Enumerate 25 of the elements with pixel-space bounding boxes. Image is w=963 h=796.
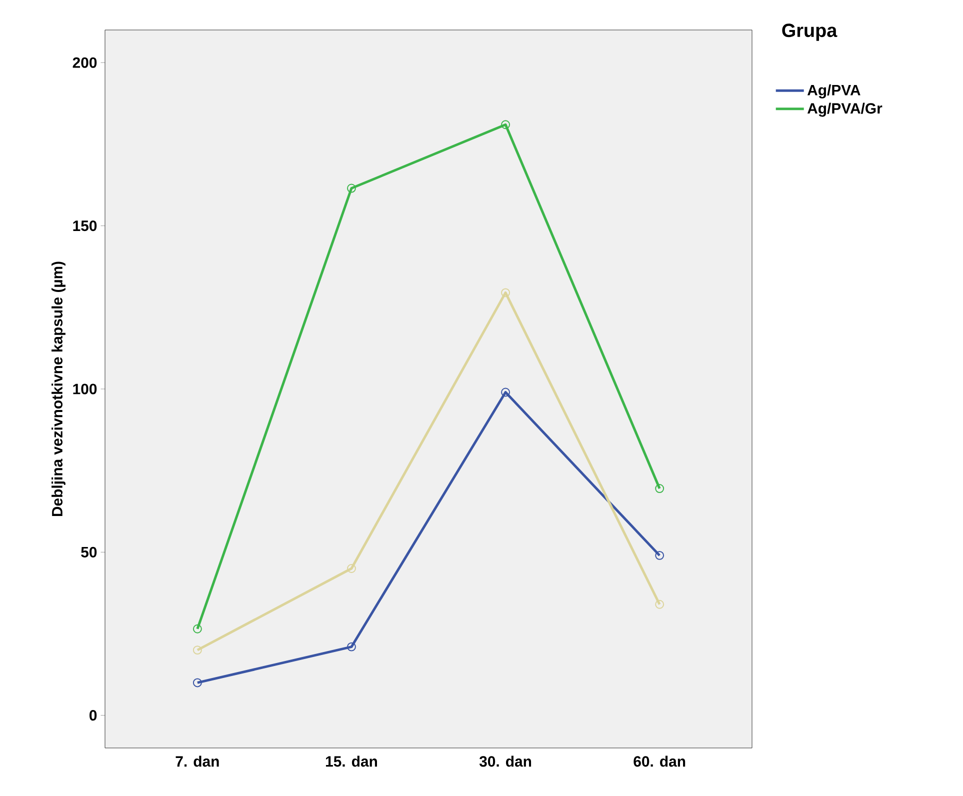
point — [347, 564, 356, 573]
point — [655, 550, 664, 560]
legend-label: Ag/PVA/Gr — [807, 102, 882, 117]
point — [501, 288, 510, 298]
y-tick-label: 200 — [72, 57, 97, 68]
x-tick-label: 60. dan — [634, 756, 686, 767]
point — [347, 184, 356, 193]
point — [192, 624, 202, 634]
legend-title: Grupa — [782, 24, 838, 41]
point — [501, 388, 510, 397]
point — [192, 646, 202, 655]
point — [347, 642, 356, 652]
x-tick-label: 15. dan — [326, 756, 377, 767]
point — [655, 600, 664, 609]
y-tick-label: 150 — [73, 220, 97, 232]
point — [655, 484, 664, 494]
x-tick-label: 7. dan — [176, 756, 219, 767]
point — [192, 678, 202, 688]
y-tick-label: 50 — [81, 546, 97, 558]
point — [501, 120, 510, 130]
legend-label: Ag/PVA — [807, 84, 860, 98]
y-axis-title: Debljina vezivnotkivne kapsule (µm) — [52, 262, 66, 516]
x-tick-label: 30. dan — [479, 756, 532, 767]
y-tick-label: 100 — [73, 384, 97, 394]
y-tick-label: 0 — [90, 710, 97, 721]
